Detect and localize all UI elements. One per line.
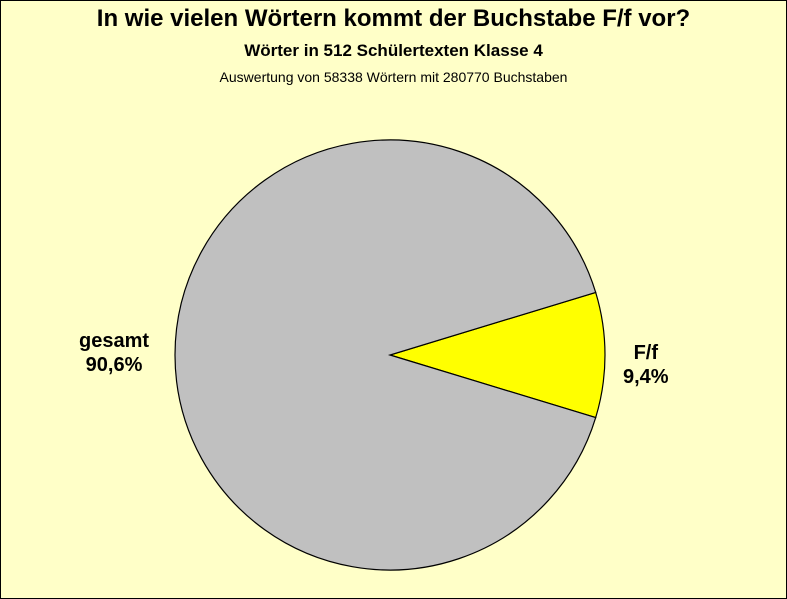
chart-title: In wie vielen Wörtern kommt der Buchstab…: [96, 5, 691, 32]
pie-slice-f-f: [387, 291, 606, 419]
chart-subtitle: Wörter in 512 Schülertexten Klasse 4: [244, 41, 543, 60]
chart-note: Auswertung von 58338 Wörtern mit 280770 …: [219, 69, 568, 85]
slice-label-ff: F/f 9,4%: [623, 341, 669, 389]
slice-label-gesamt: gesamt 90,6%: [79, 329, 149, 377]
slice-value-ff: 9,4%: [623, 366, 669, 388]
slice-value-gesamt: 90,6%: [85, 354, 143, 376]
slice-name-ff: F/f: [633, 342, 659, 364]
pie-slice-gesamt: [174, 139, 597, 571]
slice-name-gesamt: gesamt: [79, 330, 150, 352]
